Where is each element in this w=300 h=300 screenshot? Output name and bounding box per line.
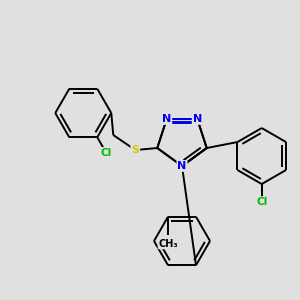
- Text: N: N: [162, 114, 171, 124]
- Text: Cl: Cl: [256, 197, 267, 207]
- Text: N: N: [177, 161, 187, 171]
- Text: S: S: [131, 145, 139, 155]
- Text: N: N: [193, 114, 202, 124]
- Text: CH₃: CH₃: [158, 239, 178, 249]
- Text: Cl: Cl: [100, 148, 112, 158]
